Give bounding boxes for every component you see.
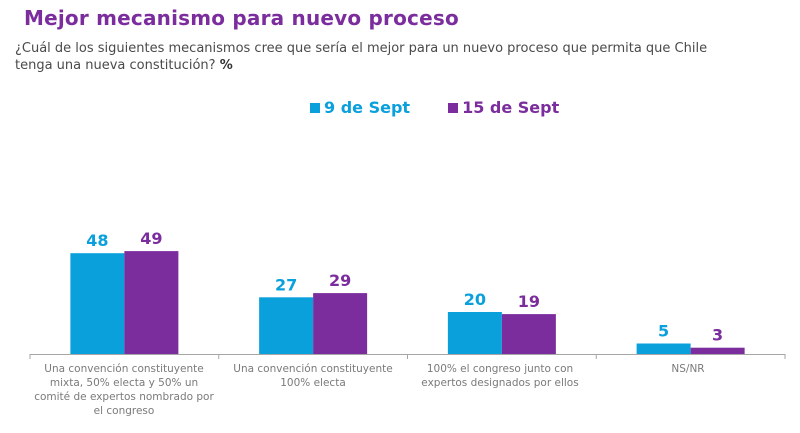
category-label-1: Una convención constituyente 100% electa	[233, 363, 393, 389]
unit-label: %	[219, 58, 233, 73]
legend-swatch-series-0	[310, 102, 320, 113]
bar-1-1	[313, 293, 368, 354]
value-label-1-0: 49	[140, 229, 162, 248]
bar-0-3	[636, 343, 691, 354]
question-text: ¿Cuál de los siguientes mecanismos cree …	[15, 41, 708, 73]
category-label-2: 100% el congreso junto con expertos desi…	[421, 363, 579, 389]
bar-0-0	[70, 253, 125, 354]
value-label-0-3: 5	[658, 322, 669, 341]
bar-1-2	[501, 314, 556, 354]
category-label-3: NS/NR	[671, 363, 705, 375]
legend-label-series-0: 9 de Sept	[324, 98, 411, 117]
bars-group	[70, 251, 745, 354]
category-label-0: Una convención constituyente mixta, 50% …	[34, 363, 214, 417]
bar-0-2	[447, 312, 502, 354]
legend-swatch-series-1	[448, 102, 459, 113]
legend-item-series-0: 9 de Sept	[310, 98, 410, 117]
value-label-0-0: 48	[86, 231, 108, 250]
chart-title: Mejor mecanismo para nuevo proceso	[24, 6, 459, 30]
legend-item-series-1: 15 de Sept	[448, 98, 559, 117]
value-label-0-1: 27	[275, 275, 297, 294]
value-label-1-2: 19	[518, 292, 540, 311]
value-label-1-1: 29	[329, 271, 351, 290]
value-label-0-2: 20	[464, 290, 486, 309]
chart-subtitle: ¿Cuál de los siguientes mecanismos cree …	[15, 40, 715, 74]
bar-0-1	[259, 297, 314, 354]
bar-1-0	[124, 251, 179, 354]
value-label-1-3: 3	[712, 326, 723, 345]
bar-1-3	[690, 347, 745, 354]
legend-label-series-1: 15 de Sept	[462, 98, 560, 117]
x-axis	[29, 354, 786, 359]
legend: 9 de Sept 15 de Sept	[310, 98, 559, 117]
value-labels-group: 48 49 27 29 20 19 5 3	[86, 229, 723, 345]
